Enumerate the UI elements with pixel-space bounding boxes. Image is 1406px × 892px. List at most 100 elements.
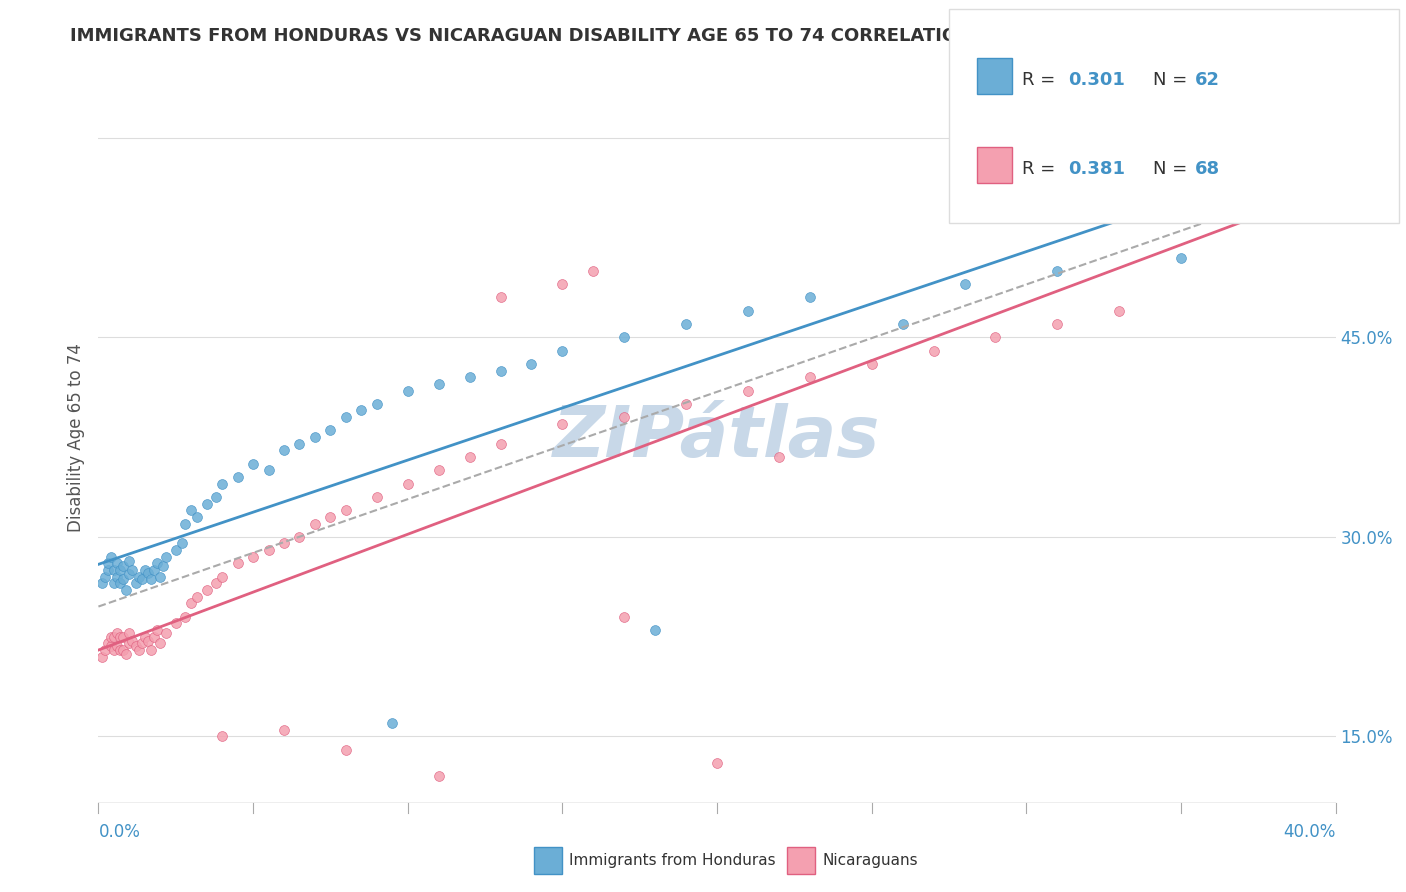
Immigrants from Honduras bbox=[1170, 251, 1192, 265]
Nicaraguans bbox=[105, 625, 128, 640]
Nicaraguans bbox=[396, 476, 419, 491]
Immigrants from Honduras bbox=[139, 573, 162, 587]
Immigrants from Honduras bbox=[195, 497, 218, 511]
Immigrants from Honduras bbox=[170, 536, 193, 550]
Nicaraguans bbox=[257, 543, 280, 558]
Immigrants from Honduras bbox=[118, 554, 141, 568]
Nicaraguans bbox=[860, 357, 883, 371]
Text: IMMIGRANTS FROM HONDURAS VS NICARAGUAN DISABILITY AGE 65 TO 74 CORRELATION CHART: IMMIGRANTS FROM HONDURAS VS NICARAGUAN D… bbox=[70, 27, 1046, 45]
Immigrants from Honduras bbox=[288, 436, 311, 450]
Immigrants from Honduras bbox=[143, 563, 166, 577]
Immigrants from Honduras bbox=[108, 576, 131, 591]
Nicaraguans bbox=[131, 636, 153, 650]
Text: 40.0%: 40.0% bbox=[1284, 822, 1336, 841]
Immigrants from Honduras bbox=[90, 576, 112, 591]
Nicaraguans bbox=[149, 636, 172, 650]
Nicaraguans bbox=[103, 643, 125, 657]
Nicaraguans bbox=[489, 436, 512, 450]
Immigrants from Honduras bbox=[551, 343, 574, 358]
Immigrants from Honduras bbox=[458, 370, 481, 384]
Immigrants from Honduras bbox=[396, 384, 419, 398]
Nicaraguans bbox=[489, 290, 512, 304]
Immigrants from Honduras bbox=[186, 509, 208, 524]
Immigrants from Honduras bbox=[427, 376, 450, 391]
Immigrants from Honduras bbox=[381, 716, 404, 731]
Nicaraguans bbox=[288, 530, 311, 544]
Nicaraguans bbox=[155, 625, 177, 640]
Nicaraguans bbox=[922, 343, 945, 358]
Nicaraguans bbox=[335, 503, 357, 517]
Text: 62: 62 bbox=[1195, 71, 1220, 89]
Nicaraguans bbox=[124, 639, 146, 653]
Nicaraguans bbox=[93, 643, 115, 657]
Nicaraguans bbox=[366, 490, 388, 504]
Immigrants from Honduras bbox=[93, 570, 115, 584]
Immigrants from Honduras bbox=[115, 582, 138, 597]
Text: ZIPátlas: ZIPátlas bbox=[554, 402, 880, 472]
Immigrants from Honduras bbox=[152, 559, 174, 574]
Text: 68: 68 bbox=[1195, 161, 1220, 178]
Nicaraguans bbox=[1170, 118, 1192, 132]
Nicaraguans bbox=[675, 397, 697, 411]
Immigrants from Honduras bbox=[242, 457, 264, 471]
Nicaraguans bbox=[304, 516, 326, 531]
Text: 0.381: 0.381 bbox=[1069, 161, 1126, 178]
Nicaraguans bbox=[143, 630, 166, 644]
Immigrants from Honduras bbox=[257, 463, 280, 477]
Text: Source: ZipAtlas.com: Source: ZipAtlas.com bbox=[1188, 27, 1336, 41]
Nicaraguans bbox=[335, 742, 357, 756]
Nicaraguans bbox=[613, 410, 636, 425]
Nicaraguans bbox=[211, 729, 233, 743]
Immigrants from Honduras bbox=[97, 557, 120, 571]
Text: Nicaraguans: Nicaraguans bbox=[823, 854, 918, 868]
Nicaraguans bbox=[100, 639, 122, 653]
Nicaraguans bbox=[103, 630, 125, 644]
Immigrants from Honduras bbox=[165, 543, 187, 558]
Immigrants from Honduras bbox=[205, 490, 228, 504]
Nicaraguans bbox=[186, 590, 208, 604]
Text: Immigrants from Honduras: Immigrants from Honduras bbox=[569, 854, 776, 868]
Nicaraguans bbox=[1046, 317, 1069, 331]
Immigrants from Honduras bbox=[100, 549, 122, 564]
Immigrants from Honduras bbox=[105, 570, 128, 584]
Immigrants from Honduras bbox=[174, 516, 197, 531]
Immigrants from Honduras bbox=[613, 330, 636, 344]
Nicaraguans bbox=[427, 463, 450, 477]
Text: R =: R = bbox=[1022, 71, 1062, 89]
Nicaraguans bbox=[105, 639, 128, 653]
Nicaraguans bbox=[551, 417, 574, 431]
Immigrants from Honduras bbox=[304, 430, 326, 444]
Immigrants from Honduras bbox=[180, 503, 202, 517]
Immigrants from Honduras bbox=[891, 317, 914, 331]
Immigrants from Honduras bbox=[520, 357, 543, 371]
Nicaraguans bbox=[984, 330, 1007, 344]
Immigrants from Honduras bbox=[489, 363, 512, 377]
Nicaraguans bbox=[1108, 303, 1130, 318]
Nicaraguans bbox=[551, 277, 574, 292]
Nicaraguans bbox=[97, 636, 120, 650]
Nicaraguans bbox=[195, 582, 218, 597]
Immigrants from Honduras bbox=[136, 566, 159, 580]
Immigrants from Honduras bbox=[273, 443, 295, 458]
Nicaraguans bbox=[582, 264, 605, 278]
Nicaraguans bbox=[121, 633, 143, 648]
Nicaraguans bbox=[136, 633, 159, 648]
Nicaraguans bbox=[211, 570, 233, 584]
Text: N =: N = bbox=[1153, 161, 1192, 178]
Nicaraguans bbox=[273, 536, 295, 550]
Nicaraguans bbox=[128, 643, 150, 657]
Immigrants from Honduras bbox=[1046, 264, 1069, 278]
Nicaraguans bbox=[427, 769, 450, 783]
Nicaraguans bbox=[737, 384, 759, 398]
Nicaraguans bbox=[613, 609, 636, 624]
Y-axis label: Disability Age 65 to 74: Disability Age 65 to 74 bbox=[66, 343, 84, 532]
Immigrants from Honduras bbox=[146, 557, 169, 571]
Immigrants from Honduras bbox=[105, 557, 128, 571]
Nicaraguans bbox=[118, 636, 141, 650]
Immigrants from Honduras bbox=[335, 410, 357, 425]
Nicaraguans bbox=[115, 647, 138, 661]
Immigrants from Honduras bbox=[112, 559, 135, 574]
Text: 0.0%: 0.0% bbox=[98, 822, 141, 841]
Nicaraguans bbox=[768, 450, 790, 464]
Immigrants from Honduras bbox=[211, 476, 233, 491]
